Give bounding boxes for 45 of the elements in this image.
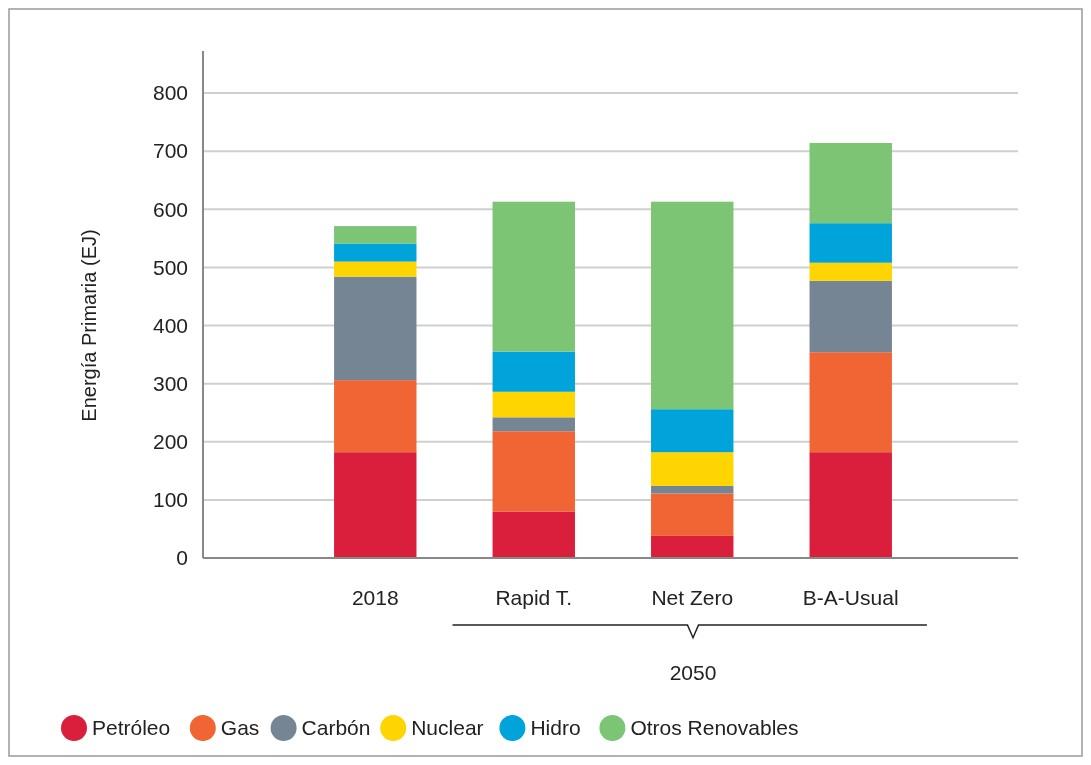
y-tick-label: 200 [152,430,188,454]
bar [809,223,892,263]
bar [651,201,734,410]
y-tick-label: 400 [152,313,188,337]
text: 2050 [669,661,717,684]
bar [809,142,892,224]
legend-label: Otros Renovables [630,716,799,739]
y-tick-label: 300 [152,371,188,395]
bar [809,262,892,281]
bar [492,391,575,418]
bar [651,485,734,494]
bar [492,417,575,432]
x-tick-label: B-A-Usual [802,586,899,609]
y-tick-label: 600 [152,197,188,221]
bar [334,276,417,381]
bar [651,493,734,536]
bar [334,243,417,262]
bar [334,452,417,558]
legend-label: Hidro [530,716,581,739]
x-tick-label: 2018 [351,586,399,609]
y-tick-label: 500 [152,255,188,279]
bar [334,380,417,453]
bar [651,409,734,453]
bar [334,226,417,244]
bar [492,431,575,512]
bar [492,351,575,392]
y-tick-label: 0 [176,546,188,570]
bar [492,511,575,558]
y-tick-label: 800 [152,81,188,105]
bar [492,201,575,352]
legend-label: Petróleo [92,716,171,739]
legend-label: Nuclear [411,716,484,739]
x-tick-label: Net Zero [651,586,734,609]
y-axis-title: Energía Primaria (EJ) [78,229,100,422]
y-tick-label: 700 [152,139,188,163]
bar [809,280,892,353]
x-tick-label: Rapid T. [495,586,573,609]
bar [334,261,417,277]
bar [651,452,734,486]
y-tick-label: 100 [152,488,188,512]
legend-label: Gas [220,716,260,739]
legend-label: Carbón [301,716,371,739]
bar [809,352,892,453]
bar [651,535,734,558]
bar [809,452,892,558]
